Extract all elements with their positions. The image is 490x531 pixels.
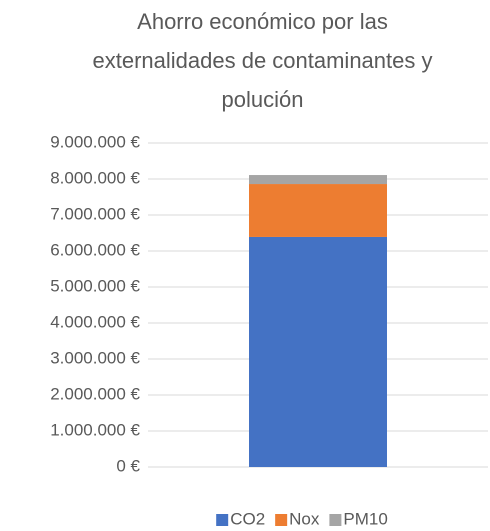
- y-tick-label: 4.000.000 €: [50, 312, 140, 331]
- legend-swatch: [329, 514, 342, 526]
- y-tick-label: 7.000.000 €: [50, 204, 140, 223]
- legend-swatch: [275, 514, 288, 526]
- y-tick-label: 3.000.000 €: [50, 348, 140, 367]
- y-tick-label: 5.000.000 €: [50, 276, 140, 295]
- legend-label: CO2: [230, 509, 265, 528]
- y-tick-label: 6.000.000 €: [50, 240, 140, 259]
- y-tick-label: 2.000.000 €: [50, 384, 140, 403]
- y-tick-label: 1.000.000 €: [50, 420, 140, 439]
- y-tick-label: 9.000.000 €: [50, 132, 140, 151]
- legend-label: PM10: [343, 509, 387, 528]
- y-tick-label: 8.000.000 €: [50, 168, 140, 187]
- bar-segment: [249, 175, 387, 185]
- legend-swatch: [216, 514, 229, 526]
- chart-title: Ahorro económico por las externalidades …: [92, 9, 433, 112]
- bar-segment: [249, 236, 387, 467]
- y-tick-label: 0 €: [116, 456, 140, 475]
- bar-segment: [249, 184, 387, 237]
- legend-label: Nox: [289, 509, 320, 528]
